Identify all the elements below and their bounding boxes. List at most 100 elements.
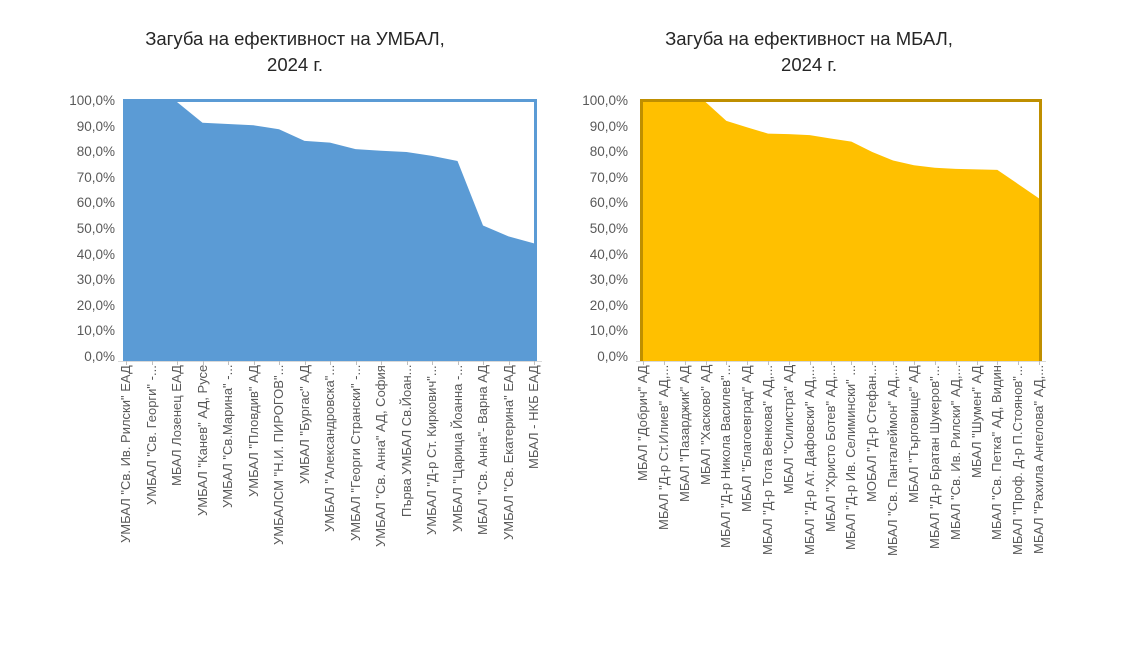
- y-axis-tick-label: 10,0%: [76, 323, 115, 339]
- y-axis-labels: 100,0% 90,0% 80,0% 70,0% 60,0% 50,0% 40,0% 30,0…: [40, 93, 115, 365]
- y-axis-tick-label: 90,0%: [76, 118, 115, 134]
- x-axis-tick: [851, 361, 853, 365]
- x-axis-tick: [228, 361, 229, 365]
- x-axis-category-label: МБАЛ "Силистра" АД: [780, 365, 796, 495]
- x-axis-category-label: МБАЛ "Търговище" АД: [905, 365, 921, 503]
- plot-area: [640, 99, 1042, 361]
- x-axis-tick: [330, 361, 331, 365]
- x-axis-category-label: МБАЛ "Д-р Никола Василев"...: [718, 365, 734, 549]
- x-axis-category-label: МБАЛ "Д-р Тота Венкова" АД,...: [760, 365, 776, 555]
- x-axis-tick: [355, 361, 357, 365]
- x-axis-line: [636, 361, 1046, 362]
- chart-umbal: Загуба на ефективност на УМБАЛ, 2024 г. …: [40, 20, 550, 632]
- x-axis-tick: [151, 361, 153, 365]
- x-axis-category-label: УМБАЛ "Св. Ив. Рилски" ЕАД: [118, 365, 133, 543]
- plot-area: [123, 99, 537, 361]
- x-axis-tick: [809, 361, 811, 365]
- x-axis-tick: [381, 361, 382, 365]
- chart-title: Загуба на ефективност на УМБАЛ, 2024 г.: [145, 28, 445, 75]
- y-axis-tick-label: 0,0%: [597, 348, 628, 364]
- x-axis-category-label: МБАЛ "Д-р Ст.Илиев" АД,...: [655, 365, 671, 531]
- x-axis-category-label: МБАЛ "Шумен" АД: [968, 365, 984, 478]
- x-axis-category-label: МБАЛ "Д-р Братан Шукеров"...: [926, 365, 942, 549]
- x-axis-tick: [955, 361, 957, 365]
- y-axis-tick-label: 100,0%: [582, 93, 628, 108]
- x-axis-category-label: МБАЛ "Св. Петка" АД, Видин: [989, 365, 1005, 540]
- x-axis-category-label: УМБАЛ "Александровска"...: [322, 365, 337, 533]
- x-axis-tick: [279, 361, 280, 365]
- x-axis-category-label: МБАЛ "Св. Ив. Рилски" АД,...: [947, 365, 963, 541]
- area-chart-svg: [126, 102, 534, 361]
- x-axis-category-label: МБАЛ - НКБ ЕАД: [526, 365, 541, 469]
- x-axis-category-label: МБАЛ "Пазарджик" АД: [676, 365, 692, 502]
- x-axis-category-label: УМБАЛ "Канев" АД, Русе: [194, 365, 210, 517]
- x-axis-category-label: УМБАЛ "Бургас" АД: [296, 365, 312, 485]
- x-axis-category-label: МОБАЛ "Д-р Стефан...: [864, 365, 880, 503]
- x-axis-tick: [768, 361, 770, 365]
- y-axis-tick-label: 80,0%: [589, 144, 628, 160]
- x-axis-category-label: УМБАЛ "Св. Георги" -...: [143, 365, 159, 505]
- y-axis-tick-label: 70,0%: [76, 169, 115, 185]
- y-axis-tick-label: 10,0%: [589, 323, 628, 339]
- x-axis-category-label: УМБАЛ "Св. Екатерина" ЕАД: [500, 365, 516, 540]
- x-axis-tick: [705, 361, 707, 365]
- y-axis-tick-label: 80,0%: [76, 144, 115, 160]
- x-axis-tick: [747, 361, 749, 365]
- chart-title: Загуба на ефективност на МБАЛ, 2024 г.: [665, 28, 953, 75]
- x-axis-tick: [663, 361, 665, 365]
- y-axis-tick-label: 50,0%: [76, 220, 115, 236]
- x-axis-category-label: УМБАЛ "Царица Йоанна -...: [449, 365, 465, 533]
- x-axis-tick: [508, 361, 510, 365]
- x-axis-tick: [788, 361, 790, 365]
- x-axis-tick: [126, 361, 127, 365]
- y-axis-tick-label: 0,0%: [84, 348, 115, 364]
- x-axis-category-label: Първа УМБАЛ Св.Йоан...: [398, 365, 414, 518]
- x-axis-category-label: УМБАЛ "Св. Анна" АД, София: [373, 365, 388, 547]
- y-axis-tick-label: 90,0%: [589, 118, 628, 134]
- x-axis-tick: [976, 361, 978, 365]
- area-chart-svg: [643, 102, 1039, 361]
- y-axis-tick-label: 60,0%: [589, 195, 628, 211]
- x-axis-category-label: УМБАЛ "Д-р Ст. Киркович"...: [424, 365, 439, 535]
- x-axis-tick: [432, 361, 433, 365]
- y-axis-tick-label: 70,0%: [589, 169, 628, 185]
- x-axis-tick: [997, 361, 999, 365]
- x-axis-tick: [830, 361, 832, 365]
- x-axis-tick: [1039, 361, 1040, 365]
- x-axis-category-label: МБАЛ "Рахила Ангелова" АД,...: [1031, 365, 1046, 555]
- x-axis-category-label: МБАЛ "Св. Анна"- Варна АД: [475, 365, 490, 536]
- x-axis-tick: [643, 361, 644, 365]
- x-axis-tick: [684, 361, 686, 365]
- x-axis-tick: [1018, 361, 1020, 365]
- x-axis-tick: [726, 361, 728, 365]
- x-axis-category-label: МБАЛ "Д-р Ив. Селимински" ...: [843, 365, 859, 551]
- x-axis-tick: [483, 361, 484, 365]
- x-axis-category-label: МБАЛ "Благоевград" АД: [739, 365, 755, 512]
- x-axis-category-label: МБАЛ "Добрич" АД: [635, 365, 650, 481]
- x-axis-category-label: МБАЛ "Св. Панталеймон" АД,...: [885, 365, 901, 557]
- x-axis-tick: [202, 361, 204, 365]
- x-axis-category-label: МБАЛ "Христо Ботев" АД,...: [822, 365, 838, 533]
- x-axis-category-label: УМБАЛ "Пловдив" АД: [245, 365, 261, 497]
- x-axis-tick: [913, 361, 915, 365]
- y-axis-tick-label: 50,0%: [589, 220, 628, 236]
- y-axis-tick-label: 20,0%: [589, 297, 628, 313]
- x-axis-tick: [304, 361, 306, 365]
- x-axis-tick: [534, 361, 535, 365]
- y-axis-tick-label: 40,0%: [76, 246, 115, 262]
- y-axis-tick-label: 60,0%: [76, 195, 115, 211]
- x-axis-tick: [253, 361, 255, 365]
- y-axis-tick-label: 40,0%: [589, 246, 628, 262]
- x-axis-tick: [934, 361, 936, 365]
- chart-mbal: Загуба на ефективност на МБАЛ, 2024 г. 1…: [556, 20, 1062, 632]
- x-axis-category-label: УМБАЛ "Св.Марина" -...: [220, 365, 235, 509]
- area-series: [126, 102, 534, 361]
- x-axis-category-label: УМБАЛСМ "Н.И. ПИРОГОВ"...: [271, 365, 286, 546]
- x-axis-tick: [457, 361, 459, 365]
- x-axis-category-label: МБАЛ Лозенец ЕАД: [169, 365, 184, 486]
- y-axis-tick-label: 30,0%: [589, 272, 628, 288]
- x-axis-category-label: МБАЛ "Д-р Ат. Дафовски" АД,...: [801, 365, 817, 555]
- x-axis-tick: [893, 361, 895, 365]
- y-axis-tick-label: 30,0%: [76, 272, 115, 288]
- x-axis-tick: [872, 361, 874, 365]
